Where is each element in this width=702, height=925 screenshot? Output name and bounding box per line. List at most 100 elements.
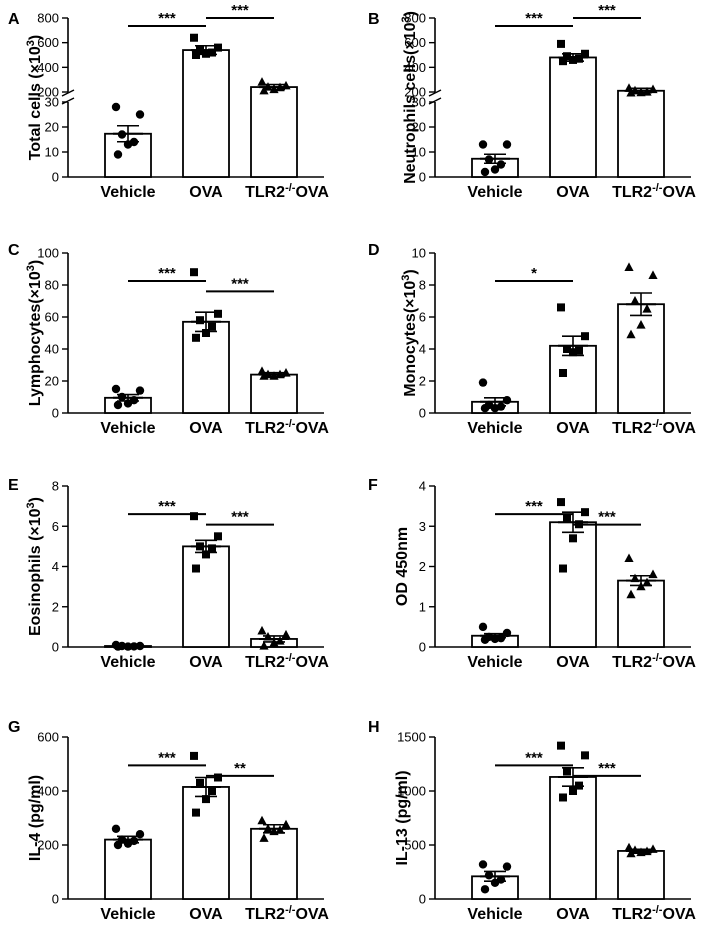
data-point	[624, 553, 634, 563]
significance-label: ***	[158, 749, 176, 766]
data-point	[259, 833, 269, 842]
category-label: TLR2-/-OVA	[245, 418, 329, 437]
data-point	[113, 642, 123, 651]
bar	[250, 827, 298, 900]
data-point	[569, 534, 577, 543]
data-point	[257, 77, 267, 86]
data-point	[626, 589, 636, 599]
data-point	[490, 634, 500, 644]
data-point	[196, 542, 204, 551]
y-axis-label: IL-4 (pg/ml)	[27, 775, 44, 861]
significance-label: ***	[525, 498, 543, 515]
data-point	[196, 778, 204, 787]
data-point	[214, 773, 222, 782]
category-label: Vehicle	[467, 654, 522, 671]
data-point	[214, 43, 222, 52]
category-label: OVA	[189, 184, 223, 201]
data-point	[502, 628, 512, 638]
axis-break-mark	[428, 89, 442, 97]
category-label: OVA	[189, 420, 223, 437]
data-point	[263, 82, 273, 91]
data-point	[581, 332, 589, 341]
data-point	[490, 404, 500, 413]
category-label: Vehicle	[100, 654, 155, 671]
bar	[182, 545, 230, 648]
category-label: OVA	[556, 420, 590, 437]
significance-label: ***	[158, 265, 176, 282]
data-point	[202, 795, 210, 804]
bar	[549, 56, 597, 178]
data-point	[117, 130, 127, 139]
panel-h: H 0 500 1000 1500 IL-13 (pg/ml) Vehicle OVA TLR2…	[368, 719, 696, 923]
significance-label: ***	[158, 498, 176, 515]
data-point	[484, 871, 494, 880]
data-point	[502, 862, 512, 871]
data-point	[480, 885, 490, 894]
data-point	[557, 741, 565, 750]
data-point	[569, 348, 577, 357]
data-point	[123, 399, 133, 408]
data-point	[490, 165, 500, 174]
y-axis-label: Total cells (×103)	[25, 35, 44, 160]
data-point	[196, 46, 204, 55]
category-label: TLR2-/-OVA	[612, 652, 696, 671]
data-point	[111, 824, 121, 833]
y-tick-label: 200	[37, 838, 59, 853]
category-label: Vehicle	[100, 420, 155, 437]
data-point	[642, 577, 652, 587]
data-point	[624, 842, 634, 852]
data-point	[480, 167, 490, 177]
data-point	[208, 544, 216, 553]
data-point	[208, 787, 216, 795]
data-point	[202, 550, 210, 559]
data-point	[559, 564, 567, 573]
data-point	[117, 392, 127, 402]
data-point	[269, 371, 279, 380]
panel-letter: E	[8, 477, 19, 494]
data-point	[559, 57, 567, 66]
data-point	[478, 622, 488, 632]
significance-label: ***	[598, 2, 616, 19]
significance-label: *	[531, 265, 537, 282]
data-point	[192, 51, 200, 59]
data-point	[630, 296, 640, 305]
y-tick-label: 4	[52, 559, 59, 574]
panel-g: G 0 200 400 600 IL-4 (pg/ml) Vehicle OVA TLR2-/-…	[8, 719, 329, 923]
y-tick-label: 2	[52, 599, 59, 614]
data-point	[496, 160, 506, 169]
data-point	[123, 642, 133, 651]
data-point	[575, 781, 583, 790]
bar	[617, 89, 665, 178]
data-point	[626, 329, 636, 339]
significance-label: ***	[525, 10, 543, 27]
data-point	[259, 371, 269, 380]
data-point	[214, 532, 222, 541]
significance-label: ***	[231, 275, 249, 292]
axis-break-mark	[428, 97, 442, 105]
category-label: OVA	[189, 654, 223, 671]
data-point	[263, 631, 273, 641]
data-point	[135, 386, 145, 395]
data-point	[559, 369, 567, 377]
y-tick-label: 1500	[397, 730, 426, 745]
y-axis-label: OD 450nm	[394, 527, 411, 606]
data-point	[569, 787, 577, 795]
data-point	[575, 54, 583, 63]
y-tick-label: 0	[419, 892, 426, 907]
y-tick-label: 600	[37, 730, 59, 745]
y-tick-label: 10	[45, 145, 59, 160]
data-point	[648, 270, 658, 279]
y-tick-label: 4	[419, 479, 426, 494]
data-point	[192, 808, 200, 817]
y-tick-label: 2	[419, 374, 426, 389]
data-point	[196, 316, 204, 325]
y-tick-label: 20	[45, 374, 59, 389]
y-tick-label: 8	[52, 479, 59, 494]
data-point	[269, 637, 279, 647]
y-tick-label: 400	[37, 784, 59, 799]
data-point	[208, 322, 216, 331]
data-point	[626, 848, 636, 858]
y-axis-label: Neutrophils cells(×103)	[400, 11, 419, 184]
category-label: TLR2-/-OVA	[245, 904, 329, 923]
